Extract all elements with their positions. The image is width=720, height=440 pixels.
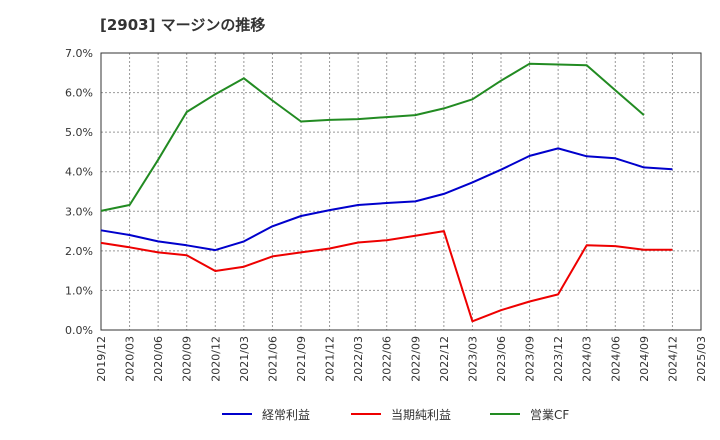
x-tick-label: 2021/12 <box>324 336 337 382</box>
legend-layer: 経常利益 当期純利益 営業CF <box>222 408 569 422</box>
x-tick-label: 2022/06 <box>381 336 394 382</box>
y-tick-label: 2.0% <box>65 245 93 258</box>
y-tick-label: 0.0% <box>65 324 93 337</box>
legend-label-3: 営業CF <box>530 408 569 422</box>
series-layer <box>100 62 673 323</box>
x-tick-label: 2021/03 <box>238 336 251 382</box>
series-line-2 <box>100 230 673 323</box>
y-tick-label: 6.0% <box>65 87 93 100</box>
plot-area <box>101 53 701 330</box>
x-tick-label: 2022/09 <box>409 336 422 382</box>
x-tick-label: 2020/12 <box>209 336 222 382</box>
axis-layer: 0.0% 1.0% 2.0% 3.0% 4.0% 5.0% 6.0% 7.0% 2019/12 2… <box>65 47 708 382</box>
y-tick-label: 3.0% <box>65 205 93 218</box>
x-tick-label: 2019/12 <box>95 336 108 382</box>
x-tick-label: 2023/09 <box>524 336 537 382</box>
x-tick-label: 2024/12 <box>666 336 679 382</box>
series-line-3 <box>100 62 645 212</box>
x-tick-label: 2021/06 <box>266 336 279 382</box>
x-tick-label: 2025/03 <box>695 336 708 382</box>
x-tick-label: 2021/09 <box>295 336 308 382</box>
x-tick-label: 2024/03 <box>581 336 594 382</box>
grid-layer <box>101 53 701 330</box>
x-tick-label: 2022/12 <box>438 336 451 382</box>
x-tick-label: 2020/06 <box>152 336 165 382</box>
x-tick-label: 2024/06 <box>609 336 622 382</box>
x-tick-label: 2020/03 <box>124 336 137 382</box>
x-tick-label: 2023/06 <box>495 336 508 382</box>
chart-title: [2903] マージンの推移 <box>100 16 266 34</box>
x-tick-label: 2023/03 <box>466 336 479 382</box>
series-line-1 <box>100 147 673 252</box>
x-tick-label: 2023/12 <box>552 336 565 382</box>
legend-label-2: 当期純利益 <box>391 408 451 422</box>
x-tick-label: 2024/09 <box>638 336 651 382</box>
x-tick-label: 2020/09 <box>181 336 194 382</box>
y-tick-label: 4.0% <box>65 166 93 179</box>
x-tick-label: 2022/03 <box>352 336 365 382</box>
y-tick-label: 1.0% <box>65 284 93 297</box>
y-tick-label: 7.0% <box>65 47 93 60</box>
legend-label-1: 経常利益 <box>262 408 310 422</box>
plot-frame <box>100 52 702 331</box>
y-tick-label: 5.0% <box>65 126 93 139</box>
